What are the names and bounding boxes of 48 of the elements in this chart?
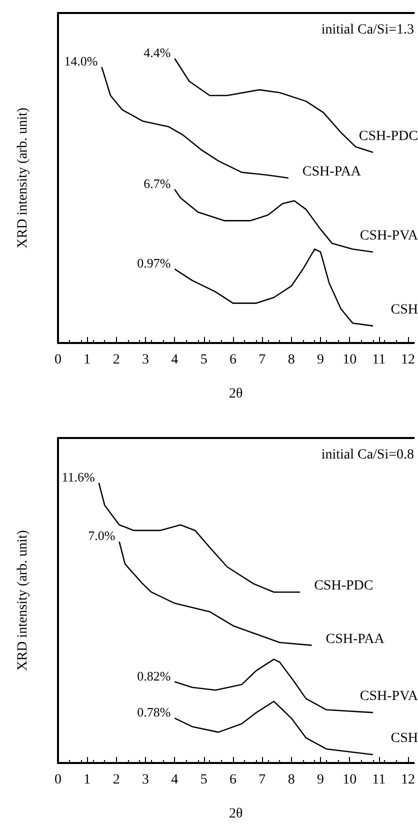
annotation: 0.78% <box>137 704 171 720</box>
series-label: CSH-PAA <box>326 632 386 647</box>
annotation: 7.0% <box>88 528 116 544</box>
x-tick-label: 11 <box>372 772 386 788</box>
x-tick-label: 2 <box>112 772 120 788</box>
series-label: CSH-PAA <box>302 164 362 180</box>
text: initial Ca/Si=0.8 <box>321 448 414 462</box>
annotation: 4.4% <box>144 45 171 60</box>
x-tick-label: 8 <box>288 352 295 368</box>
x-tick-label: 10 <box>342 352 357 368</box>
x-tick-label: 3 <box>142 772 149 788</box>
y-axis-title: XRD intensity (arb. unit) <box>16 107 30 248</box>
text: initial Ca/Si=1.3 <box>321 22 414 38</box>
x-tick-label: 5 <box>200 772 208 788</box>
x-tick-label: 1 <box>84 352 91 368</box>
annotation: 0.97% <box>137 256 171 271</box>
x-tick-label: 12 <box>401 772 415 788</box>
x-tick-label: 5 <box>200 352 208 368</box>
x-tick-label: 0 <box>54 352 62 368</box>
annotation: 6.7% <box>144 176 171 191</box>
x-tick-label: 4 <box>171 352 178 368</box>
x-axis-title: 2θ <box>229 386 244 402</box>
x-tick-label: 1 <box>84 772 91 788</box>
x-tick-label: 9 <box>317 772 324 788</box>
annotation: 14.0% <box>64 54 98 69</box>
x-tick-label: 2 <box>112 352 120 368</box>
x-tick-label: 7 <box>258 352 266 368</box>
series-label: CSH-PVA <box>360 228 418 244</box>
x-tick-label: 8 <box>288 772 295 788</box>
series-label: CSH-PDC <box>314 578 374 594</box>
series-label: CSH-PDC <box>358 128 418 144</box>
x-tick-label: 6 <box>230 772 236 788</box>
series-label: CSH <box>390 302 418 318</box>
y-axis-title: XRD intensity (arb. unit) <box>16 530 30 671</box>
x-tick-label: 12 <box>401 352 415 368</box>
x-tick-label: 6 <box>230 352 236 368</box>
series-label: CSH-PVA <box>360 689 418 704</box>
x-tick-label: 7 <box>258 772 266 788</box>
x-tick-label: 11 <box>372 352 386 368</box>
annotation: 11.6% <box>62 469 95 484</box>
x-tick-label: 3 <box>142 352 149 368</box>
x-axis-title: 2θ <box>229 806 244 822</box>
x-tick-label: 0 <box>54 772 62 788</box>
series-label: CSH <box>390 731 418 746</box>
x-tick-label: 9 <box>317 352 324 368</box>
x-tick-label: 4 <box>171 772 178 788</box>
annotation: 0.82% <box>137 668 171 684</box>
x-tick-label: 10 <box>342 772 357 788</box>
